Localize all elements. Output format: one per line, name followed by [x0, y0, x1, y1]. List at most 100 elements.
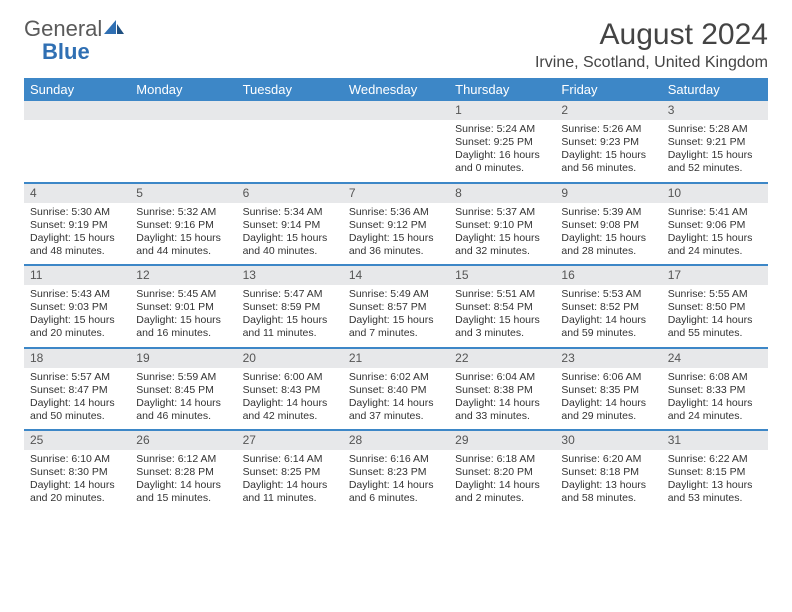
day-number: 3: [662, 101, 768, 120]
sunrise: Sunrise: 5:43 AM: [30, 288, 124, 301]
daylight: Daylight: 14 hours and 46 minutes.: [136, 397, 230, 423]
day-number: 27: [237, 431, 343, 450]
day-number: 24: [662, 349, 768, 368]
day-cell: 12Sunrise: 5:45 AMSunset: 9:01 PMDayligh…: [130, 266, 236, 347]
week-row: 25Sunrise: 6:10 AMSunset: 8:30 PMDayligh…: [24, 429, 768, 512]
day-cell: 1Sunrise: 5:24 AMSunset: 9:25 PMDaylight…: [449, 101, 555, 182]
daylight: Daylight: 15 hours and 52 minutes.: [668, 149, 762, 175]
daylight: Daylight: 14 hours and 24 minutes.: [668, 397, 762, 423]
daylight: Daylight: 14 hours and 2 minutes.: [455, 479, 549, 505]
dow-monday: Monday: [130, 78, 236, 101]
empty-day: [343, 101, 449, 120]
sunrise: Sunrise: 6:08 AM: [668, 371, 762, 384]
day-number: 8: [449, 184, 555, 203]
day-cell: 16Sunrise: 5:53 AMSunset: 8:52 PMDayligh…: [555, 266, 661, 347]
day-body: Sunrise: 6:14 AMSunset: 8:25 PMDaylight:…: [237, 450, 343, 512]
day-body: Sunrise: 6:20 AMSunset: 8:18 PMDaylight:…: [555, 450, 661, 512]
sunrise: Sunrise: 6:16 AM: [349, 453, 443, 466]
day-number: 10: [662, 184, 768, 203]
day-body: Sunrise: 5:24 AMSunset: 9:25 PMDaylight:…: [449, 120, 555, 182]
daylight: Daylight: 14 hours and 55 minutes.: [668, 314, 762, 340]
sunset: Sunset: 9:12 PM: [349, 219, 443, 232]
day-body: Sunrise: 6:18 AMSunset: 8:20 PMDaylight:…: [449, 450, 555, 512]
daylight: Daylight: 14 hours and 37 minutes.: [349, 397, 443, 423]
day-body: Sunrise: 5:30 AMSunset: 9:19 PMDaylight:…: [24, 203, 130, 265]
sunset: Sunset: 8:35 PM: [561, 384, 655, 397]
week-row: 11Sunrise: 5:43 AMSunset: 9:03 PMDayligh…: [24, 264, 768, 347]
day-body: Sunrise: 6:08 AMSunset: 8:33 PMDaylight:…: [662, 368, 768, 430]
daylight: Daylight: 15 hours and 16 minutes.: [136, 314, 230, 340]
day-number: 21: [343, 349, 449, 368]
sunrise: Sunrise: 6:10 AM: [30, 453, 124, 466]
sunset: Sunset: 9:06 PM: [668, 219, 762, 232]
sunrise: Sunrise: 6:14 AM: [243, 453, 337, 466]
month-title: August 2024: [535, 18, 768, 52]
week-row: 1Sunrise: 5:24 AMSunset: 9:25 PMDaylight…: [24, 101, 768, 182]
day-body: Sunrise: 5:28 AMSunset: 9:21 PMDaylight:…: [662, 120, 768, 182]
day-body: Sunrise: 5:37 AMSunset: 9:10 PMDaylight:…: [449, 203, 555, 265]
day-cell: 10Sunrise: 5:41 AMSunset: 9:06 PMDayligh…: [662, 184, 768, 265]
sunset: Sunset: 8:15 PM: [668, 466, 762, 479]
day-cell: 3Sunrise: 5:28 AMSunset: 9:21 PMDaylight…: [662, 101, 768, 182]
sunset: Sunset: 9:19 PM: [30, 219, 124, 232]
daylight: Daylight: 14 hours and 15 minutes.: [136, 479, 230, 505]
day-number: 22: [449, 349, 555, 368]
day-body: Sunrise: 5:47 AMSunset: 8:59 PMDaylight:…: [237, 285, 343, 347]
sunrise: Sunrise: 5:47 AM: [243, 288, 337, 301]
daylight: Daylight: 14 hours and 42 minutes.: [243, 397, 337, 423]
day-cell: 26Sunrise: 6:12 AMSunset: 8:28 PMDayligh…: [130, 431, 236, 512]
sunset: Sunset: 8:30 PM: [30, 466, 124, 479]
day-number: 12: [130, 266, 236, 285]
daylight: Daylight: 14 hours and 29 minutes.: [561, 397, 655, 423]
day-cell: 7Sunrise: 5:36 AMSunset: 9:12 PMDaylight…: [343, 184, 449, 265]
daylight: Daylight: 15 hours and 48 minutes.: [30, 232, 124, 258]
sunset: Sunset: 9:25 PM: [455, 136, 549, 149]
day-cell: 30Sunrise: 6:20 AMSunset: 8:18 PMDayligh…: [555, 431, 661, 512]
calendar-page: General Blue August 2024 Irvine, Scotlan…: [0, 0, 792, 530]
day-body: Sunrise: 5:26 AMSunset: 9:23 PMDaylight:…: [555, 120, 661, 182]
day-body: Sunrise: 5:43 AMSunset: 9:03 PMDaylight:…: [24, 285, 130, 347]
day-body: Sunrise: 5:45 AMSunset: 9:01 PMDaylight:…: [130, 285, 236, 347]
sunrise: Sunrise: 6:20 AM: [561, 453, 655, 466]
sunset: Sunset: 9:14 PM: [243, 219, 337, 232]
day-cell: 5Sunrise: 5:32 AMSunset: 9:16 PMDaylight…: [130, 184, 236, 265]
day-cell: 22Sunrise: 6:04 AMSunset: 8:38 PMDayligh…: [449, 349, 555, 430]
logo-sail-icon: [104, 20, 124, 41]
day-cell: [24, 101, 130, 182]
sunrise: Sunrise: 6:12 AM: [136, 453, 230, 466]
calendar: Sunday Monday Tuesday Wednesday Thursday…: [24, 78, 768, 512]
daylight: Daylight: 13 hours and 58 minutes.: [561, 479, 655, 505]
day-cell: 13Sunrise: 5:47 AMSunset: 8:59 PMDayligh…: [237, 266, 343, 347]
sunrise: Sunrise: 5:49 AM: [349, 288, 443, 301]
sunrise: Sunrise: 5:39 AM: [561, 206, 655, 219]
daylight: Daylight: 15 hours and 24 minutes.: [668, 232, 762, 258]
daylight: Daylight: 14 hours and 50 minutes.: [30, 397, 124, 423]
empty-day: [130, 101, 236, 120]
day-number: 16: [555, 266, 661, 285]
dow-thursday: Thursday: [449, 78, 555, 101]
day-cell: 27Sunrise: 6:14 AMSunset: 8:25 PMDayligh…: [237, 431, 343, 512]
sunset: Sunset: 9:08 PM: [561, 219, 655, 232]
day-body: Sunrise: 5:32 AMSunset: 9:16 PMDaylight:…: [130, 203, 236, 265]
sunset: Sunset: 9:23 PM: [561, 136, 655, 149]
day-body: Sunrise: 5:41 AMSunset: 9:06 PMDaylight:…: [662, 203, 768, 265]
day-cell: 29Sunrise: 6:18 AMSunset: 8:20 PMDayligh…: [449, 431, 555, 512]
day-cell: 15Sunrise: 5:51 AMSunset: 8:54 PMDayligh…: [449, 266, 555, 347]
logo-blue: Blue: [42, 39, 90, 64]
sunset: Sunset: 8:20 PM: [455, 466, 549, 479]
day-cell: [237, 101, 343, 182]
sunrise: Sunrise: 6:02 AM: [349, 371, 443, 384]
day-cell: 21Sunrise: 6:02 AMSunset: 8:40 PMDayligh…: [343, 349, 449, 430]
day-cell: 6Sunrise: 5:34 AMSunset: 9:14 PMDaylight…: [237, 184, 343, 265]
day-body: Sunrise: 5:51 AMSunset: 8:54 PMDaylight:…: [449, 285, 555, 347]
day-body: Sunrise: 5:39 AMSunset: 9:08 PMDaylight:…: [555, 203, 661, 265]
day-cell: 25Sunrise: 6:10 AMSunset: 8:30 PMDayligh…: [24, 431, 130, 512]
dow-tuesday: Tuesday: [237, 78, 343, 101]
sunrise: Sunrise: 5:36 AM: [349, 206, 443, 219]
daylight: Daylight: 15 hours and 20 minutes.: [30, 314, 124, 340]
dow-wednesday: Wednesday: [343, 78, 449, 101]
day-number: 14: [343, 266, 449, 285]
day-cell: [130, 101, 236, 182]
sunset: Sunset: 8:54 PM: [455, 301, 549, 314]
sunset: Sunset: 8:28 PM: [136, 466, 230, 479]
